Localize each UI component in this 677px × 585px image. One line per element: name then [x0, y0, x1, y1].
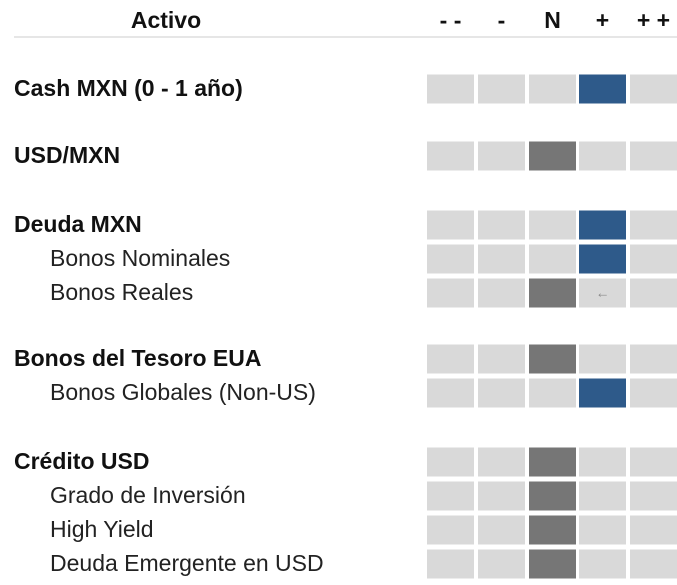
row-label: Deuda MXN — [14, 211, 142, 237]
empty-cell — [579, 141, 626, 171]
row-label: Bonos del Tesoro EUA — [14, 345, 262, 371]
empty-cell — [529, 74, 576, 104]
position-cell — [579, 244, 626, 274]
row-label: Deuda Emergente en USD — [50, 550, 324, 576]
empty-cell — [630, 378, 677, 408]
column-label: + — [596, 7, 609, 33]
column-label: N — [544, 7, 561, 33]
empty-cell — [478, 74, 525, 104]
empty-cell — [478, 515, 525, 545]
empty-cell — [478, 344, 525, 374]
empty-cell — [427, 141, 474, 171]
empty-cell — [427, 481, 474, 511]
empty-cell — [478, 549, 525, 579]
row-label: Grado de Inversión — [50, 482, 246, 508]
empty-cell — [478, 447, 525, 477]
empty-cell — [579, 344, 626, 374]
empty-cell — [427, 515, 474, 545]
position-cell — [579, 378, 626, 408]
empty-cell — [427, 549, 474, 579]
position-cell — [579, 74, 626, 104]
empty-cell — [630, 447, 677, 477]
empty-cell — [427, 344, 474, 374]
position-cell — [529, 278, 576, 308]
empty-cell — [579, 447, 626, 477]
row-label: Bonos Nominales — [50, 245, 230, 271]
row-label: USD/MXN — [14, 142, 120, 168]
empty-cell — [478, 141, 525, 171]
position-cell — [529, 549, 576, 579]
empty-cell — [427, 378, 474, 408]
column-label: + + — [637, 7, 670, 33]
empty-cell — [630, 481, 677, 511]
empty-cell — [427, 447, 474, 477]
empty-cell — [529, 244, 576, 274]
empty-cell — [478, 278, 525, 308]
column-label: - — [498, 7, 506, 33]
empty-cell — [630, 515, 677, 545]
empty-cell — [478, 378, 525, 408]
empty-cell — [630, 141, 677, 171]
empty-cell — [630, 74, 677, 104]
empty-cell — [630, 210, 677, 240]
row-label: Bonos Globales (Non-US) — [50, 379, 316, 405]
row-label: Crédito USD — [14, 448, 149, 474]
empty-cell — [478, 481, 525, 511]
column-label: - - — [440, 7, 462, 33]
empty-cell — [478, 244, 525, 274]
change-arrow: ← — [596, 285, 610, 301]
empty-cell — [427, 244, 474, 274]
position-cell — [579, 210, 626, 240]
position-cell — [529, 141, 576, 171]
empty-cell — [579, 481, 626, 511]
empty-cell — [529, 210, 576, 240]
position-cell — [529, 515, 576, 545]
header-title: Activo — [131, 7, 201, 33]
empty-cell — [427, 74, 474, 104]
empty-cell — [579, 278, 626, 308]
empty-cell — [478, 210, 525, 240]
position-cell — [529, 481, 576, 511]
empty-cell — [630, 244, 677, 274]
empty-cell — [579, 549, 626, 579]
position-cell — [529, 344, 576, 374]
empty-cell — [630, 278, 677, 308]
row-label: High Yield — [50, 516, 154, 542]
empty-cell — [427, 210, 474, 240]
position-cell — [529, 447, 576, 477]
empty-cell — [427, 278, 474, 308]
empty-cell — [579, 515, 626, 545]
empty-cell — [529, 378, 576, 408]
empty-cell — [630, 344, 677, 374]
row-label: Bonos Reales — [50, 279, 193, 305]
row-label: Cash MXN (0 - 1 año) — [14, 75, 243, 101]
empty-cell — [630, 549, 677, 579]
